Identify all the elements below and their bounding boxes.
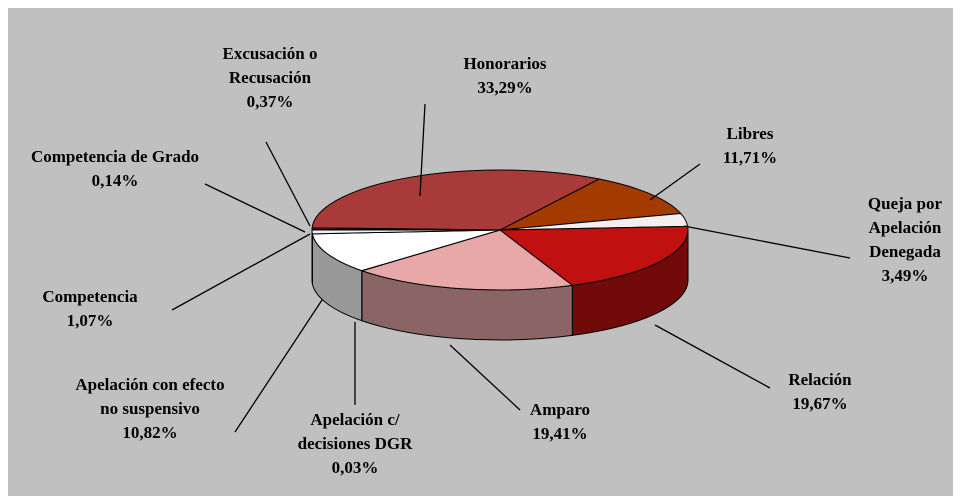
slice-label: Relación 19,67% xyxy=(770,368,870,416)
slice-category-label: Libres xyxy=(726,124,774,143)
slice-value-label: 3,49% xyxy=(881,266,929,285)
slice xyxy=(498,225,689,286)
slice-category-label: Honorarios xyxy=(463,54,547,73)
leader-line xyxy=(649,163,701,201)
slice-label: Apelación con efecto no suspensivo 10,82% xyxy=(75,373,225,445)
slice-label: Competencia 1,07% xyxy=(15,285,165,333)
leader-line xyxy=(171,233,311,311)
slice-label: Amparo 19,41% xyxy=(510,398,610,446)
slice-value-label: 0,14% xyxy=(91,171,139,190)
slice xyxy=(311,169,601,231)
slice-value-label: 19,41% xyxy=(532,424,588,443)
slice xyxy=(311,227,501,231)
leader-line xyxy=(265,141,311,227)
leader-line xyxy=(449,344,521,411)
tops xyxy=(311,169,689,291)
slice-category-label: Competencia xyxy=(42,287,138,306)
slice-category-label: Amparo xyxy=(529,400,591,419)
slice-label: Competencia de Grado 0,14% xyxy=(30,145,200,193)
slice-label: Honorarios 33,29% xyxy=(430,52,580,100)
slice-category-label: Relación xyxy=(788,370,852,389)
slice-label: Queja por Apelación Denegada 3,49% xyxy=(850,192,960,288)
slice-label: Libres 11,71% xyxy=(700,122,800,170)
slice-category-label: Excusación o Recusación xyxy=(222,44,318,87)
leader-line xyxy=(683,225,851,259)
sides xyxy=(311,229,689,341)
slice-value-label: 0,37% xyxy=(246,92,294,111)
slice-category-label: Queja por Apelación Denegada xyxy=(867,194,943,261)
slice-value-label: 1,07% xyxy=(66,311,114,330)
slice-value-label: 0,03% xyxy=(331,458,379,477)
leader-line xyxy=(234,299,323,433)
slice-value-label: 11,71% xyxy=(722,148,778,167)
slice-label: Apelación c/ decisiones DGR 0,03% xyxy=(280,408,430,480)
slice xyxy=(311,229,501,272)
slice-value-label: 10,82% xyxy=(122,423,178,442)
slice xyxy=(360,229,574,291)
leader-line xyxy=(204,183,306,233)
slice-category-label: Competencia de Grado xyxy=(30,147,200,166)
leader-line xyxy=(419,103,426,197)
slice-category-label: Apelación con efecto no suspensivo xyxy=(75,375,225,418)
slice-category-label: Apelación c/ decisiones DGR xyxy=(297,410,413,453)
slice-label: Excusación o Recusación 0,37% xyxy=(200,42,340,114)
slice-value-label: 33,29% xyxy=(477,78,533,97)
leader-line xyxy=(654,324,771,389)
slice-value-label: 19,67% xyxy=(792,394,848,413)
